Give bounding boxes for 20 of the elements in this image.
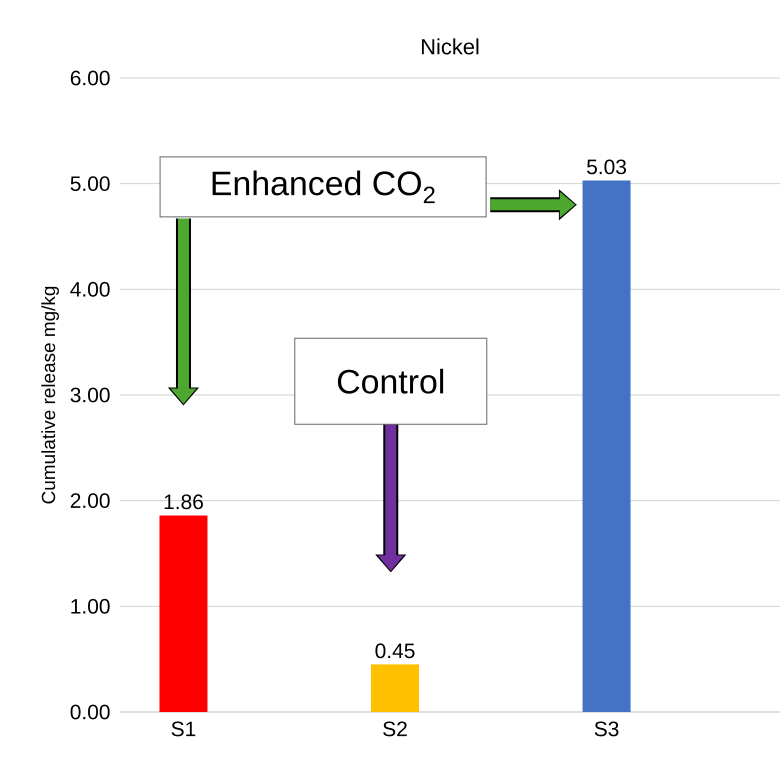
x-tick-label: S3	[594, 722, 618, 736]
y-tick-label: 5.00	[70, 176, 110, 192]
chart-title: Nickel	[422, 38, 478, 54]
bar	[371, 664, 420, 712]
data-label: 0.45	[375, 643, 414, 658]
x-tick-label: S2	[383, 722, 407, 736]
data-label: 1.86	[164, 494, 203, 510]
x-tick-label: S1	[172, 722, 196, 736]
y-tick-label: 0.00	[70, 704, 110, 720]
y-tick-label: 6.00	[70, 70, 110, 86]
y-tick-label: 3.00	[70, 388, 110, 402]
y-axis-title: Cumulative release mg/kg	[41, 286, 59, 504]
y-tick-label: 2.00	[70, 493, 110, 508]
y-tick-label: 4.00	[70, 282, 110, 297]
data-label: 5.03	[587, 159, 626, 174]
bar	[159, 515, 208, 712]
annotation: Enhanced CO$_{2}$	[212, 170, 435, 204]
bar	[582, 180, 631, 712]
annotation: Control	[338, 368, 444, 394]
y-tick-label: 1.00	[71, 598, 110, 614]
